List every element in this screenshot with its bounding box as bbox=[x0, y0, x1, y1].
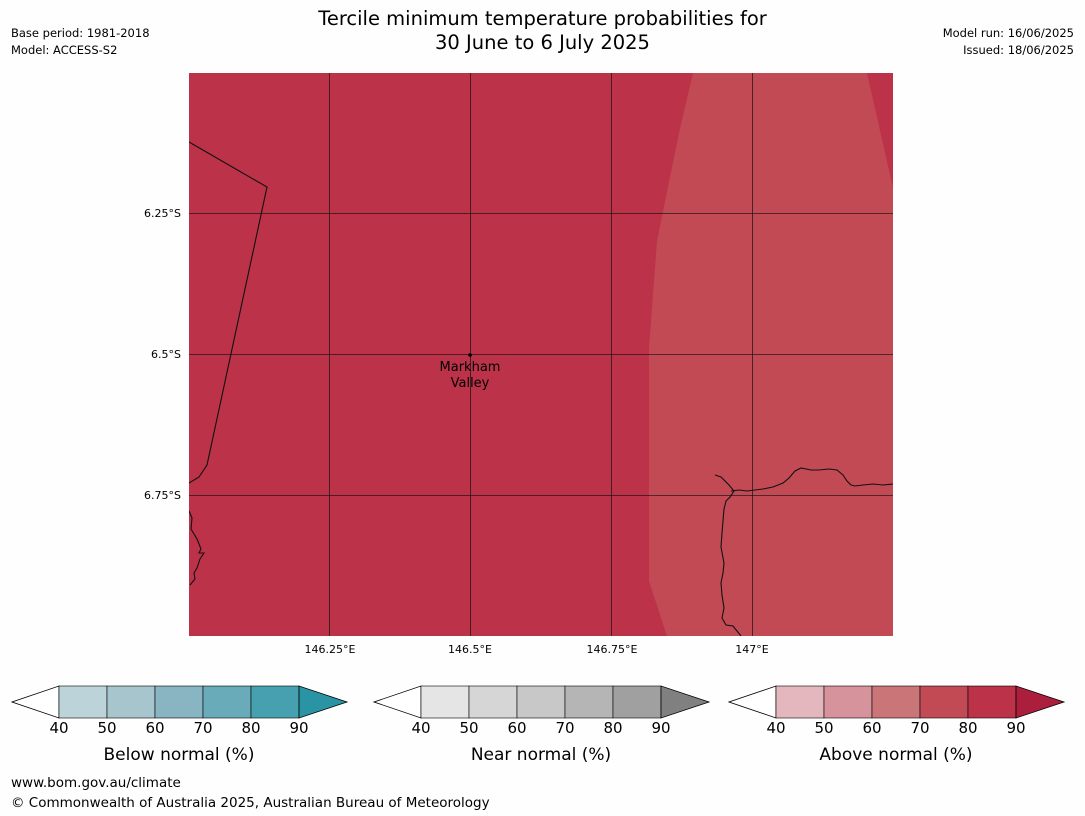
below-normal-tick-label: 90 bbox=[289, 719, 309, 737]
west-coastline bbox=[188, 510, 206, 586]
model-run-text: Model run: 16/06/2025 bbox=[942, 26, 1074, 40]
near-normal-tick-label: 40 bbox=[411, 719, 431, 737]
boundary-lines bbox=[188, 141, 894, 637]
lat-tick-6-5: 6.5°S bbox=[151, 348, 181, 361]
meta-right: Model run: 16/06/2025 Issued: 18/06/2025 bbox=[943, 25, 1074, 59]
above-normal-segment bbox=[919, 685, 969, 719]
below-normal-segment bbox=[58, 685, 108, 719]
place-label-line-1: Markham bbox=[439, 360, 501, 375]
near-normal-segment bbox=[420, 685, 470, 719]
near-normal-segment bbox=[468, 685, 518, 719]
below-normal-tick-label: 70 bbox=[193, 719, 213, 737]
title-line-2: 30 June to 6 July 2025 bbox=[435, 31, 650, 54]
map-panel bbox=[188, 73, 894, 640]
east-coastline bbox=[714, 474, 742, 637]
above-normal-segment bbox=[775, 685, 825, 719]
near-normal-label: Near normal (%) bbox=[470, 745, 612, 765]
map-title: Tercile minimum temperature probabilitie… bbox=[0, 7, 1085, 55]
above-normal-segment bbox=[967, 685, 1017, 719]
title-line-1: Tercile minimum temperature probabilitie… bbox=[318, 7, 767, 30]
above-normal-tick-label: 40 bbox=[766, 719, 786, 737]
below-normal-segment bbox=[250, 685, 300, 719]
near-normal-tick-label: 70 bbox=[555, 719, 575, 737]
above-normal-tick-label: 70 bbox=[910, 719, 930, 737]
above-normal-colorbar bbox=[728, 685, 1066, 719]
above-normal-label: Above normal (%) bbox=[819, 745, 973, 765]
near-normal-tick-label: 50 bbox=[459, 719, 479, 737]
map-svg bbox=[188, 73, 894, 637]
lon-tick-146-75: 146.75°E bbox=[586, 643, 638, 656]
near-normal-segment bbox=[516, 685, 566, 719]
lon-tick-146-25: 146.25°E bbox=[304, 643, 356, 656]
near-normal-low-extend bbox=[373, 685, 422, 719]
below-normal-tick-label: 60 bbox=[145, 719, 165, 737]
near-normal-high-extend bbox=[660, 685, 711, 719]
near-normal-tick-label: 60 bbox=[507, 719, 527, 737]
province-boundary bbox=[188, 141, 268, 484]
below-normal-high-extend bbox=[298, 685, 349, 719]
near-normal-colorbar bbox=[373, 685, 711, 719]
place-label-markham-valley: Markham Valley bbox=[440, 360, 501, 392]
above-normal-tick-label: 90 bbox=[1006, 719, 1026, 737]
above-normal-segment bbox=[871, 685, 921, 719]
above-normal-tick-label: 50 bbox=[814, 719, 834, 737]
near-normal-tick-label: 90 bbox=[651, 719, 671, 737]
footer-copyright: © Commonwealth of Australia 2025, Austra… bbox=[11, 795, 490, 811]
above-normal-segment bbox=[823, 685, 873, 719]
lat-tick-6-25: 6.25°S bbox=[144, 207, 181, 220]
above-normal-high-extend bbox=[1015, 685, 1066, 719]
base-period-text: Base period: 1981-2018 bbox=[11, 26, 150, 40]
lon-tick-146-5: 146.5°E bbox=[448, 643, 492, 656]
below-normal-segment bbox=[106, 685, 156, 719]
below-normal-low-extend bbox=[11, 685, 60, 719]
below-normal-tick-label: 50 bbox=[97, 719, 117, 737]
below-normal-segment bbox=[202, 685, 252, 719]
model-text: Model: ACCESS-S2 bbox=[11, 43, 118, 57]
below-normal-colorbar bbox=[11, 685, 349, 719]
footer-url: www.bom.gov.au/climate bbox=[11, 775, 181, 791]
above-normal-tick-label: 80 bbox=[958, 719, 978, 737]
below-normal-label: Below normal (%) bbox=[103, 745, 255, 765]
near-normal-tick-label: 80 bbox=[603, 719, 623, 737]
lat-tick-6-75: 6.75°S bbox=[144, 489, 181, 502]
meta-left: Base period: 1981-2018 Model: ACCESS-S2 bbox=[11, 25, 150, 59]
above-normal-low-extend bbox=[728, 685, 777, 719]
below-normal-tick-label: 40 bbox=[49, 719, 69, 737]
near-normal-segment bbox=[564, 685, 614, 719]
below-normal-segment bbox=[154, 685, 204, 719]
above-normal-tick-label: 60 bbox=[862, 719, 882, 737]
lon-tick-147: 147°E bbox=[735, 643, 769, 656]
place-label-line-2: Valley bbox=[450, 376, 490, 391]
issued-text: Issued: 18/06/2025 bbox=[963, 43, 1074, 57]
river-line bbox=[730, 467, 894, 492]
below-normal-tick-label: 80 bbox=[241, 719, 261, 737]
markham-valley-marker bbox=[468, 353, 472, 357]
near-normal-segment bbox=[612, 685, 662, 719]
